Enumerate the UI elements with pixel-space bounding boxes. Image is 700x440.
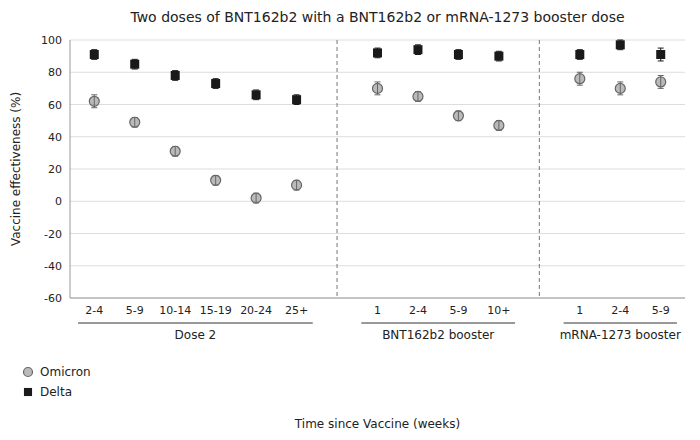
point [656, 50, 665, 59]
marks [89, 40, 665, 203]
point [90, 50, 99, 59]
group-divider [539, 40, 540, 298]
x-tick-label: 2-4 [85, 304, 103, 317]
group-label: Dose 2 [175, 328, 217, 342]
y-tick-label: -40 [44, 260, 62, 273]
x-tick-label: 2-4 [611, 304, 629, 317]
group-underline [564, 323, 677, 324]
x-tick-label: 1 [374, 304, 381, 317]
point [211, 79, 220, 88]
point [494, 52, 503, 61]
point [170, 146, 180, 156]
chart: Two doses of BNT162b2 with a BNT162b2 or… [0, 0, 700, 440]
title: Two doses of BNT162b2 with a BNT162b2 or… [129, 9, 624, 25]
legend-marker [24, 388, 32, 396]
y-axis-label: Vaccine effectiveness (%) [9, 92, 23, 246]
x-tick-label: 2-4 [409, 304, 427, 317]
grid-line [70, 201, 685, 202]
y-tick-label: 40 [48, 131, 62, 144]
y-tick-label: 100 [41, 34, 62, 47]
point [656, 77, 666, 87]
x-tick-label: 1 [576, 304, 583, 317]
point [130, 117, 140, 127]
point [494, 120, 504, 130]
point [373, 83, 383, 93]
y-tick-label: 20 [48, 163, 62, 176]
point [575, 50, 584, 59]
grid-line [70, 104, 685, 105]
group-underline [361, 323, 515, 324]
legend-marker [24, 368, 33, 377]
grid-line [70, 72, 685, 73]
point [413, 91, 423, 101]
point [171, 71, 180, 80]
point [251, 193, 261, 203]
group-underline [78, 323, 313, 324]
legend-label: Delta [40, 385, 72, 399]
y-tick-label: -60 [44, 292, 62, 305]
grid-line [70, 233, 685, 234]
x-axis [70, 298, 685, 299]
point [615, 83, 625, 93]
y-tick-label: 0 [55, 195, 62, 208]
x-tick-label: 10-14 [159, 304, 191, 317]
grid-line [70, 265, 685, 266]
group-divider [337, 40, 338, 298]
group-label: BNT162b2 booster [382, 328, 494, 342]
point [454, 50, 463, 59]
point [453, 111, 463, 121]
y-axis [70, 40, 71, 298]
point [89, 96, 99, 106]
x-tick-label: 20-24 [240, 304, 272, 317]
x-tick-label: 5-9 [652, 304, 670, 317]
grid-line [70, 40, 685, 41]
point [575, 74, 585, 84]
point [616, 40, 625, 49]
grid-line [70, 136, 685, 137]
point [292, 180, 302, 190]
x-tick-label: 15-19 [200, 304, 232, 317]
legend-label: Omicron [40, 365, 91, 379]
point [373, 48, 382, 57]
grid-line [70, 298, 685, 299]
y-tick-label: 60 [48, 99, 62, 112]
y-tick-label: -20 [44, 228, 62, 241]
point [130, 60, 139, 69]
x-tick-label: 5-9 [126, 304, 144, 317]
x-tick-label: 5-9 [449, 304, 467, 317]
grid-line [70, 169, 685, 170]
y-tick-label: 80 [48, 66, 62, 79]
point [292, 95, 301, 104]
x-tick-label: 10+ [487, 304, 510, 317]
point [413, 45, 422, 54]
point [252, 90, 261, 99]
x-axis-label: Time since Vaccine (weeks) [294, 417, 460, 431]
point [211, 175, 221, 185]
group-label: mRNA-1273 booster [560, 328, 681, 342]
x-tick-label: 25+ [285, 304, 308, 317]
